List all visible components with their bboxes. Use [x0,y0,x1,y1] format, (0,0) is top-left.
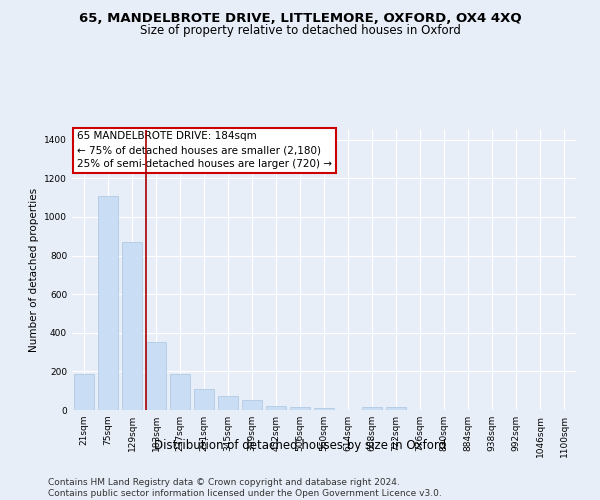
Bar [122,242,142,410]
Bar [218,396,238,410]
Bar [386,406,406,410]
Y-axis label: Number of detached properties: Number of detached properties [29,188,38,352]
Bar [266,406,286,410]
Bar [242,400,262,410]
Bar [194,389,214,410]
Bar [146,342,166,410]
Text: Contains HM Land Registry data © Crown copyright and database right 2024.
Contai: Contains HM Land Registry data © Crown c… [48,478,442,498]
Bar [74,374,94,410]
Text: 65 MANDELBROTE DRIVE: 184sqm
← 75% of detached houses are smaller (2,180)
25% of: 65 MANDELBROTE DRIVE: 184sqm ← 75% of de… [77,132,332,170]
Bar [314,408,334,410]
Text: Size of property relative to detached houses in Oxford: Size of property relative to detached ho… [140,24,460,37]
Bar [170,374,190,410]
Bar [290,406,310,410]
Text: 65, MANDELBROTE DRIVE, LITTLEMORE, OXFORD, OX4 4XQ: 65, MANDELBROTE DRIVE, LITTLEMORE, OXFOR… [79,12,521,26]
Bar [98,196,118,410]
Bar [362,406,382,410]
Text: Distribution of detached houses by size in Oxford: Distribution of detached houses by size … [154,440,446,452]
